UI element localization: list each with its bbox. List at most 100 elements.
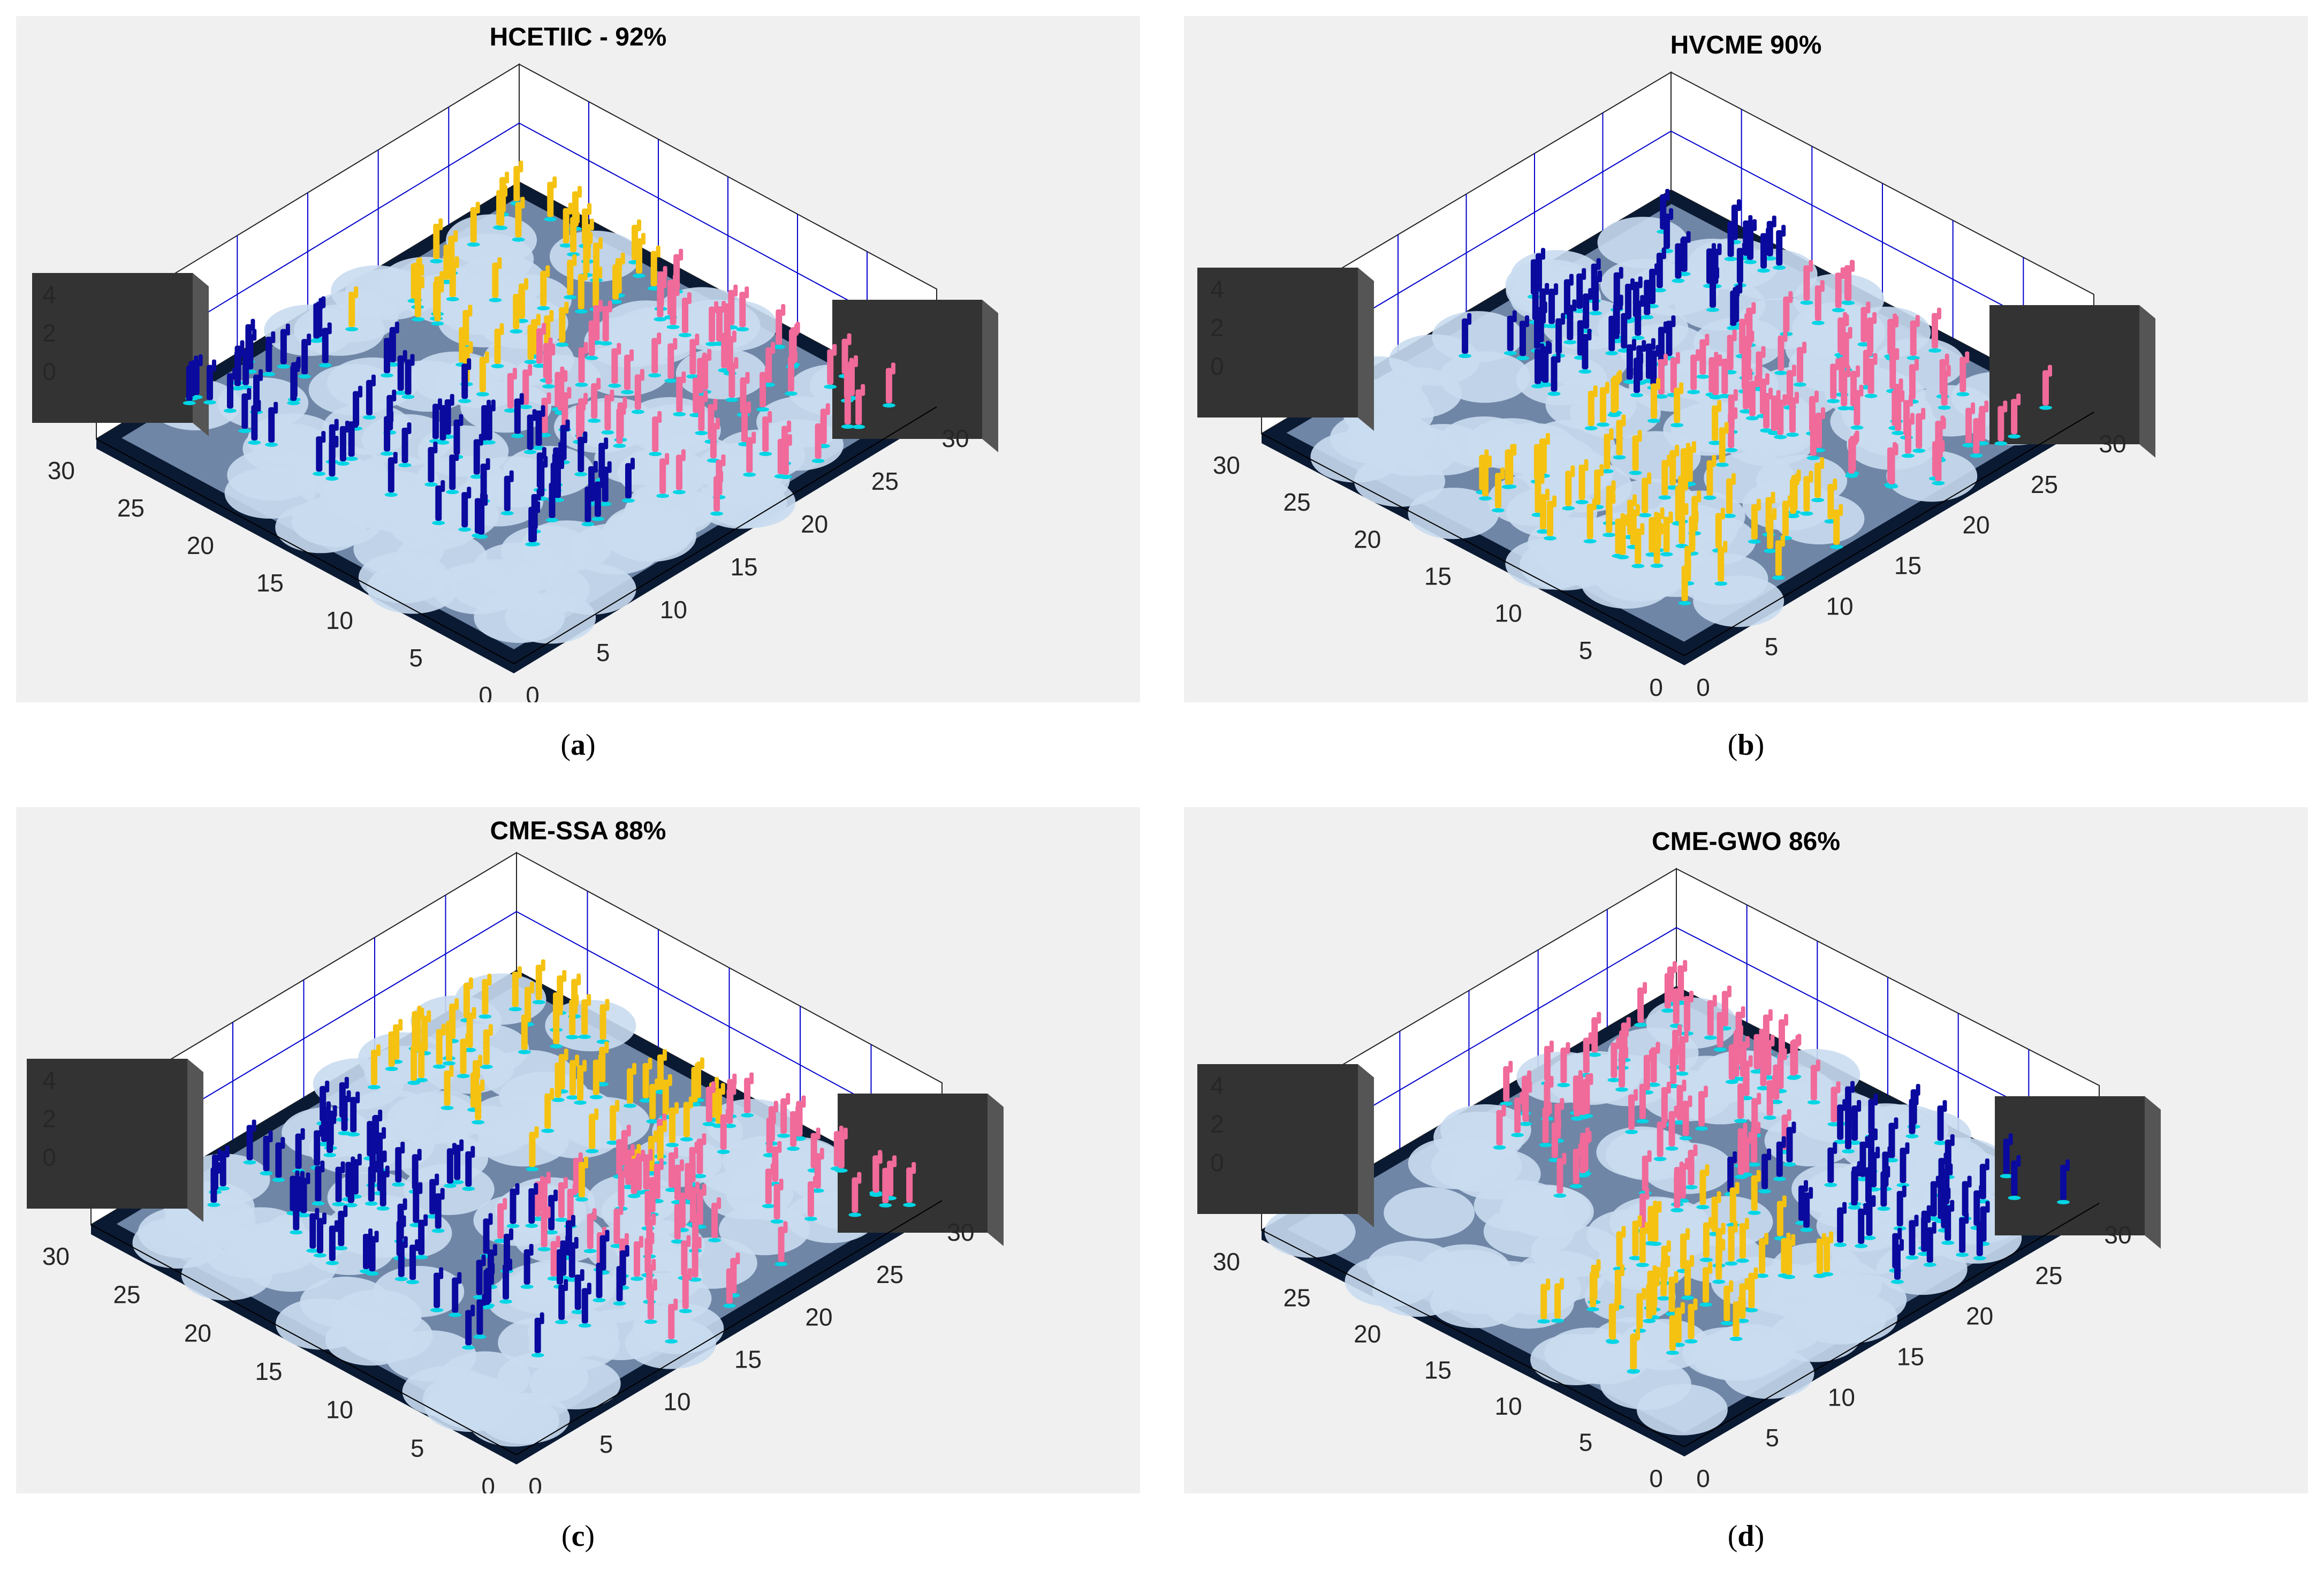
cluster-yellow-node-cap	[468, 305, 473, 317]
cluster-pink-node-cap	[891, 362, 895, 375]
cluster-blue-node-cap	[1572, 299, 1577, 312]
cluster-blue-node-cap	[1767, 1148, 1772, 1160]
cluster-pink-node	[1960, 356, 1966, 392]
cluster-blue-node	[435, 1193, 442, 1229]
cluster-pink-node-cap	[687, 292, 692, 304]
sensor-base	[593, 1298, 606, 1303]
cluster-yellow-node	[683, 1102, 690, 1137]
cluster-pink-node-cap	[1784, 1014, 1789, 1026]
sensor-base	[323, 1152, 337, 1157]
cluster-yellow-node-cap	[1720, 507, 1725, 520]
cluster-blue-node-cap	[358, 385, 363, 398]
cluster-blue-node	[568, 1242, 575, 1278]
cluster-blue-node	[1736, 248, 1743, 284]
sensor-base	[588, 418, 601, 423]
cluster-blue-node	[581, 1288, 588, 1324]
sensor-base	[1600, 469, 1614, 474]
cluster-pink-node-cap	[619, 1203, 624, 1215]
cluster-yellow-node-cap	[453, 230, 458, 242]
sensor-base	[504, 408, 517, 413]
cluster-blue-node	[398, 1241, 405, 1277]
cluster-pink-node	[710, 423, 717, 459]
cluster-blue-node	[535, 410, 542, 446]
cluster-yellow-node	[475, 1084, 482, 1120]
sensor-base	[679, 1309, 692, 1314]
cluster-blue-node-cap	[389, 411, 394, 423]
cluster-blue-node-cap	[1582, 315, 1587, 327]
sensor-base	[518, 1050, 531, 1054]
cluster-pink-node-cap	[853, 355, 858, 367]
cluster-yellow-node-cap	[562, 970, 567, 982]
cluster-yellow-node-cap	[1694, 510, 1699, 522]
z-tick-label: 4	[1210, 275, 1224, 303]
cluster-pink-node-cap	[1936, 307, 1941, 320]
cluster-blue-node	[1786, 1127, 1793, 1163]
sensor-base	[1708, 441, 1722, 445]
cluster-blue-node-cap	[1614, 310, 1619, 322]
sensor-base	[1725, 447, 1738, 452]
sensor-base	[1864, 393, 1878, 398]
obstacle-left	[1197, 1064, 1358, 1214]
cluster-pink-node	[1698, 1091, 1705, 1127]
cluster-blue-node-cap	[402, 1198, 407, 1210]
cluster-yellow-node	[434, 286, 441, 322]
cluster-yellow-node	[715, 1088, 722, 1124]
cluster-yellow-node-cap	[1546, 1278, 1551, 1291]
x-tick-label: 15	[734, 1346, 762, 1373]
sensor-base	[599, 341, 612, 346]
cluster-pink-node-cap	[675, 284, 680, 296]
sensor-base	[1687, 390, 1700, 394]
cluster-yellow-node-cap	[427, 1010, 431, 1022]
cluster-yellow-node-cap	[1782, 1195, 1787, 1208]
cluster-yellow-node-cap	[1616, 372, 1621, 384]
x-axis-line	[1684, 412, 2094, 656]
cluster-yellow-node	[1630, 1334, 1637, 1370]
cluster-blue-node-cap	[403, 1236, 408, 1248]
cluster-yellow-node-cap	[449, 1065, 454, 1077]
coverage-disc	[446, 214, 537, 266]
cluster-pink-node-cap	[1527, 1070, 1532, 1082]
cluster-pink-node	[709, 306, 716, 342]
cluster-pink-node-cap	[732, 1073, 737, 1086]
sensor-base	[743, 472, 756, 477]
sensor-base	[671, 1239, 684, 1244]
cluster-yellow-node	[1827, 484, 1834, 520]
cluster-pink-node-cap	[779, 1178, 784, 1190]
cluster-pink-node	[1717, 1012, 1723, 1048]
cluster-yellow-node	[1776, 1201, 1783, 1236]
coverage-disc	[1630, 545, 1722, 597]
cluster-blue-node-cap	[457, 1272, 462, 1284]
cluster-blue-node-cap	[1539, 308, 1544, 320]
cluster-pink-node-cap	[648, 1149, 653, 1161]
cluster-blue-node-cap	[433, 442, 438, 454]
cluster-yellow-node-cap	[1674, 1271, 1679, 1284]
sensor-base	[777, 1133, 791, 1138]
z-tick-label: 2	[42, 319, 56, 347]
cluster-pink-node-cap	[1900, 390, 1905, 402]
cluster-yellow-node	[1547, 500, 1554, 536]
cluster-blue-node	[242, 350, 249, 385]
cluster-yellow-node-cap	[1621, 1226, 1626, 1238]
cluster-pink-node-cap	[912, 1162, 916, 1174]
cluster-yellow-node-cap	[439, 280, 444, 293]
cluster-pink-node	[744, 1077, 751, 1113]
cluster-pink-node-cap	[551, 343, 556, 355]
cluster-pink-node	[674, 1204, 681, 1240]
sensor-base	[446, 490, 459, 495]
cluster-blue-node-cap	[355, 1091, 360, 1104]
cluster-yellow-node-cap	[1615, 1299, 1620, 1311]
sensor-base	[2056, 1200, 2070, 1204]
sensor-base	[1806, 456, 1820, 460]
cluster-yellow-node-cap	[1642, 1288, 1646, 1300]
sensor-base	[238, 429, 252, 434]
sensor-base	[1962, 443, 1976, 447]
y-tick-label: 5	[1579, 1429, 1593, 1456]
sensor-base	[443, 1183, 457, 1188]
cluster-blue-node-cap	[607, 461, 612, 473]
coverage-disc	[1628, 264, 1719, 316]
cluster-pink-node	[633, 1241, 640, 1277]
cluster-yellow-node-cap	[1705, 1164, 1710, 1177]
cluster-pink-node	[1496, 1110, 1503, 1145]
cluster-pink-node-cap	[1791, 365, 1796, 377]
cluster-blue-node-cap	[1663, 321, 1668, 333]
